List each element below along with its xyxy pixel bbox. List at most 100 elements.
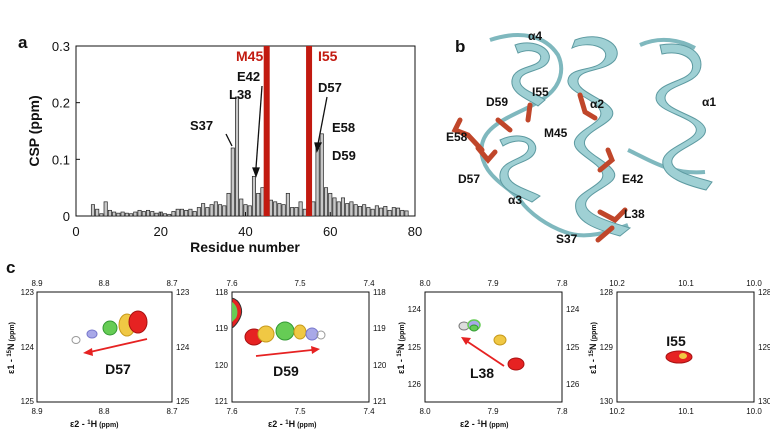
tick-top: 7.4 (363, 279, 375, 288)
panel-label-b: b (455, 37, 465, 56)
marker-label-i55: I55 (318, 48, 338, 64)
label-e58: E58 (446, 130, 468, 144)
bar-residue-32 (209, 204, 214, 217)
tick-top: 7.8 (556, 279, 568, 288)
peak (493, 334, 507, 346)
x-tick-label: 40 (238, 224, 252, 239)
bar-residue-35 (222, 205, 227, 217)
bar-residue-57 (315, 147, 320, 217)
annotation-d57: D57 (318, 80, 342, 95)
bar-residue-46 (268, 199, 273, 217)
x-ticks: 0 20 40 60 80 (72, 212, 422, 239)
sidechain-d57 (475, 145, 498, 164)
shift-arrow-head (83, 348, 93, 356)
sidechain-e42 (597, 147, 615, 173)
x-axis-label: ε2 - 1H (ppm) (460, 419, 509, 429)
bar-residue-59 (324, 187, 329, 217)
sidechain-s37 (595, 225, 615, 243)
bar-residue-4 (90, 204, 95, 217)
bar-residue-51 (290, 207, 295, 217)
bar-residue-34 (218, 204, 223, 217)
spectrum-frame (616, 291, 755, 403)
bar-residue-11 (120, 211, 125, 217)
annotation-e42: E42 (237, 69, 260, 84)
tick-left: 119 (215, 324, 228, 333)
tick-right: 124 (176, 343, 190, 352)
bar-residue-19 (154, 212, 159, 217)
spectrum-title: D59 (273, 363, 299, 379)
bar-residue-37 (230, 147, 235, 217)
spectrum-title: I55 (666, 333, 686, 349)
bar-residue-74 (387, 209, 392, 217)
x-tick-label: 80 (408, 224, 422, 239)
bar-residue-33 (213, 201, 218, 217)
bar-residue-62 (336, 201, 341, 217)
x-axis-label: ε2 - 1H (ppm) (268, 419, 317, 429)
bar-residue-43 (256, 192, 261, 217)
sidechain-e58 (451, 117, 485, 153)
sidechain-l38 (597, 207, 628, 224)
tick-bottom: 7.8 (556, 407, 568, 416)
bar-residue-47 (273, 201, 278, 217)
tick-left: 125 (21, 397, 35, 406)
bar-residue-67 (357, 206, 362, 217)
bar-residue-64 (345, 203, 350, 217)
tick-bottom: 7.4 (363, 407, 375, 416)
bar-residue-12 (124, 212, 129, 217)
tick-left: 130 (600, 397, 614, 406)
tick-right: 118 (373, 288, 386, 297)
x-tick-label: 20 (154, 224, 168, 239)
bar-residue-61 (332, 197, 337, 217)
bar-residue-52 (294, 207, 299, 217)
peak (316, 330, 326, 340)
sidechain-i55 (525, 102, 533, 123)
label-m45: M45 (544, 126, 568, 140)
arrow-e42 (255, 85, 263, 169)
tick-left: 120 (215, 361, 229, 370)
peak (293, 324, 307, 340)
shift-arrow (89, 338, 148, 353)
bar-residue-6 (99, 213, 104, 217)
bar-residue-17 (146, 209, 151, 217)
tick-right: 121 (373, 397, 387, 406)
bar-residue-31 (205, 207, 210, 217)
tick-left: 121 (215, 397, 229, 406)
arrow-s37 (225, 133, 233, 147)
backbone-coil-2 (627, 148, 706, 175)
panel-label-a: a (18, 33, 28, 52)
bar-residue-42 (251, 175, 256, 217)
tick-top: 10.0 (746, 279, 762, 288)
bar-residue-53 (298, 201, 303, 217)
bar-series (90, 96, 409, 217)
tick-right: 123 (176, 288, 190, 297)
panel-label-c: c (6, 258, 15, 277)
annotation-e58: E58 (332, 120, 355, 135)
tick-left: 125 (408, 343, 422, 352)
annotation-l38: L38 (229, 87, 251, 102)
bar-residue-29 (196, 207, 201, 217)
spectrum-title: D57 (105, 361, 131, 377)
label-d57: D57 (458, 172, 480, 186)
bar-residue-21 (162, 213, 167, 217)
y-tick-label: 0 (63, 209, 70, 224)
x-axis-label: Residue number (190, 239, 300, 255)
marker-bar-i55 (306, 46, 313, 216)
shift-arrow (467, 341, 505, 367)
helix-alpha3-ribbon (499, 135, 541, 203)
label-i55: I55 (532, 85, 549, 99)
y-tick-label: 0.2 (52, 96, 70, 111)
helix-alpha1-ribbon (655, 43, 713, 191)
sidechain-d59 (495, 117, 513, 133)
bar-residue-13 (129, 213, 134, 217)
side-chains (451, 92, 628, 243)
bar-residue-70 (370, 208, 375, 217)
bar-residue-10 (116, 212, 121, 217)
shift-arrow-head (461, 337, 471, 345)
y-tick-label: 0.1 (52, 152, 70, 167)
peak (128, 310, 148, 334)
bar-residue-5 (95, 208, 100, 217)
bar-residue-16 (141, 211, 146, 217)
bar-residue-75 (391, 207, 396, 217)
label-l38: L38 (624, 207, 645, 221)
